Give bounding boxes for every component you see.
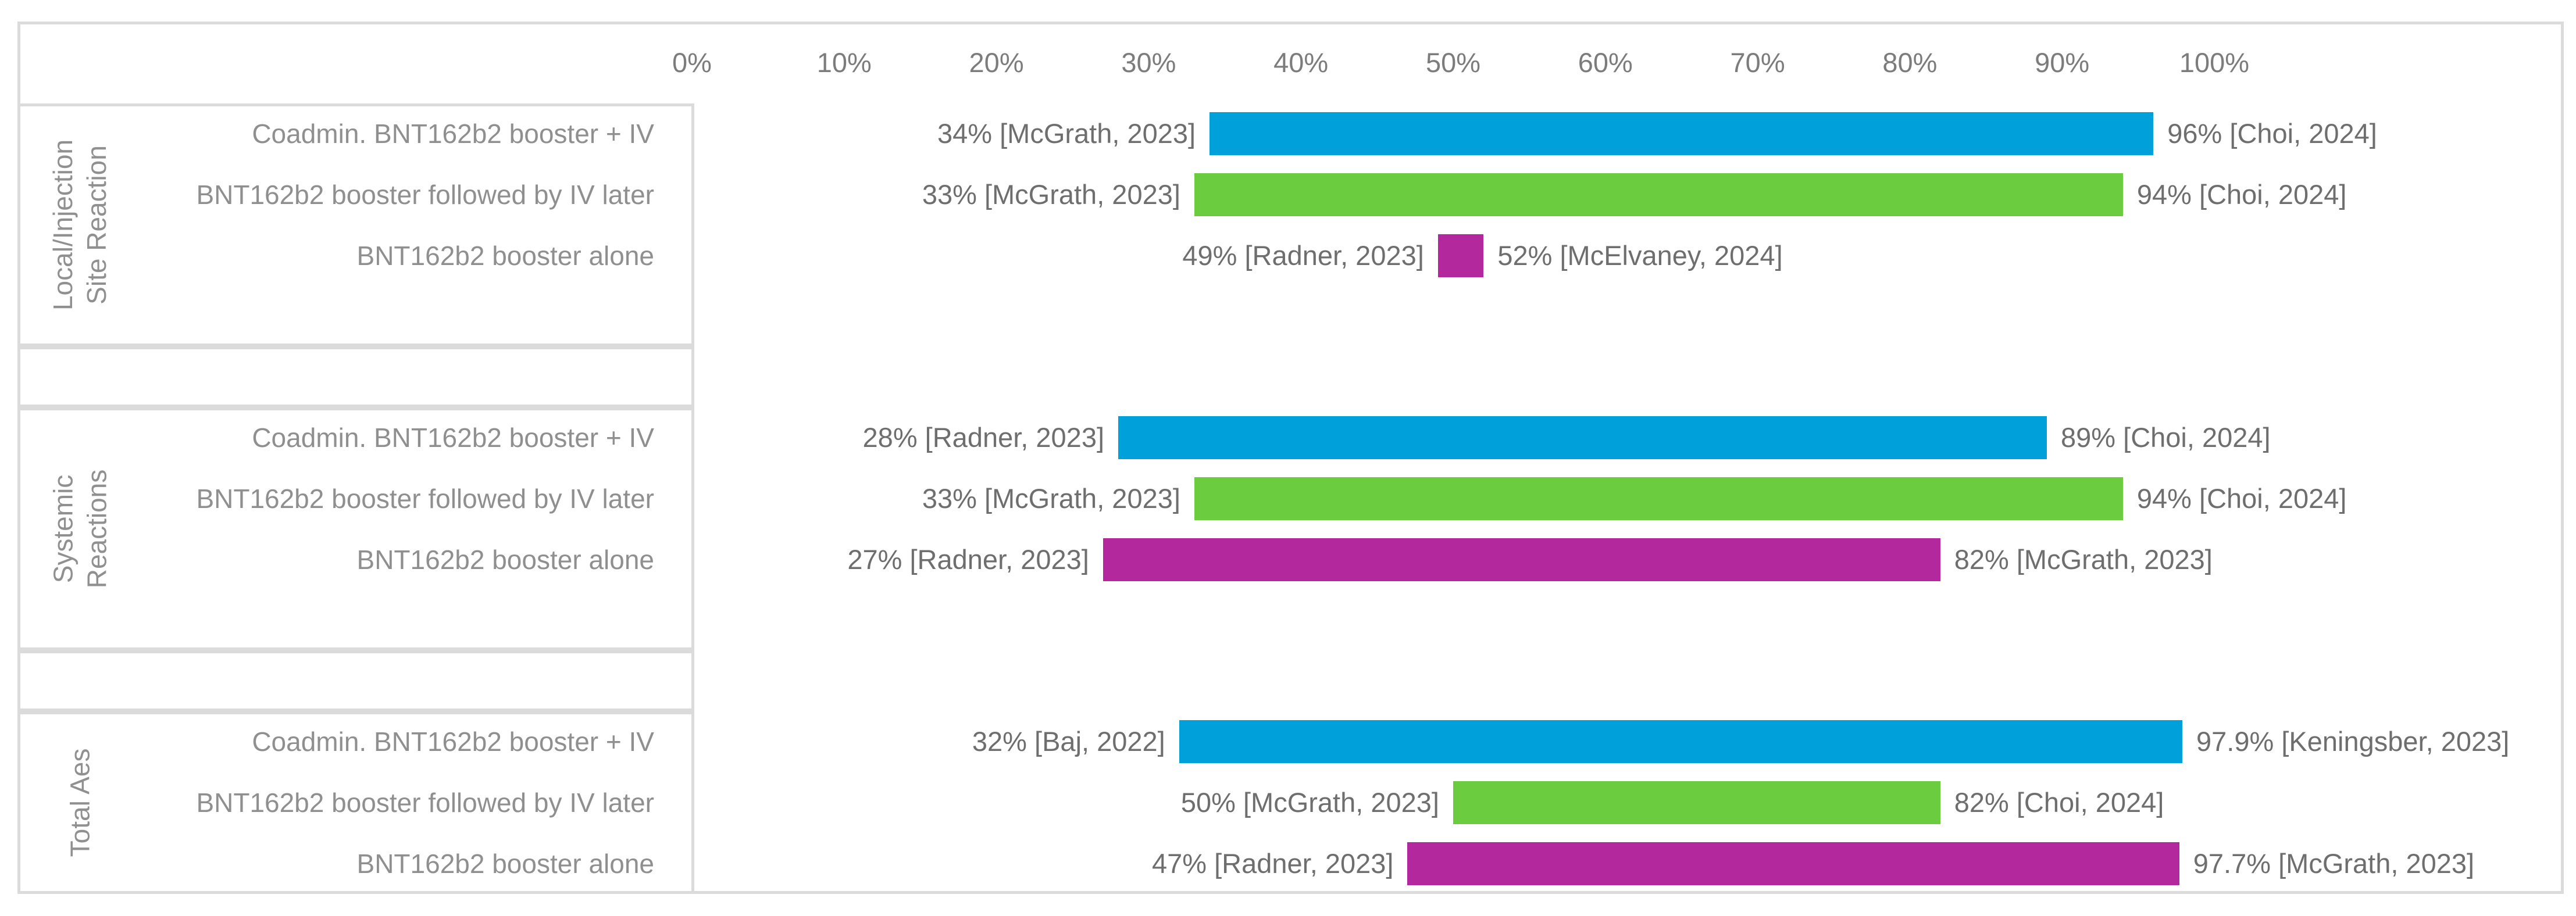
range-bar (1437, 234, 1484, 277)
axis-tick-label: 30% (1121, 47, 1176, 78)
axis-tick-label: 40% (1273, 47, 1329, 78)
group-label: Total Aes (17, 711, 142, 894)
row-label: Coadmin. BNT162b2 booster + IV (252, 727, 654, 757)
range-bar (1118, 416, 2047, 460)
bar-start-value: 49% [Radner, 2023] (1182, 239, 1424, 271)
bar-end-value: 82% [Choi, 2024] (1954, 786, 2164, 818)
bar-start-value: 27% [Radner, 2023] (847, 543, 1089, 575)
axis-tick-label: 20% (969, 47, 1024, 78)
range-bar (1453, 781, 1940, 824)
range-bar (1407, 842, 2179, 885)
bar-start-value: 47% [Radner, 2023] (1151, 847, 1394, 879)
bar-end-value: 97.7% [McGrath, 2023] (2193, 847, 2475, 879)
group-label: Systemic Reactions (17, 407, 142, 650)
bar-start-value: 33% [McGrath, 2023] (922, 178, 1180, 210)
bar-start-value: 28% [Radner, 2023] (862, 422, 1105, 453)
bar-end-value: 82% [McGrath, 2023] (1954, 543, 2213, 575)
row-label: BNT162b2 booster followed by IV later (196, 483, 654, 514)
group-label-text: Systemic Reactions (48, 469, 112, 589)
bar-end-value: 94% [Choi, 2024] (2136, 482, 2347, 514)
row-label: BNT162b2 booster followed by IV later (196, 179, 654, 210)
axis-tick-label: 100% (2179, 47, 2250, 78)
bar-end-value: 89% [Choi, 2024] (2061, 422, 2271, 453)
row-label: Coadmin. BNT162b2 booster + IV (252, 423, 654, 453)
axis-tick-label: 60% (1578, 47, 1633, 78)
row-label: BNT162b2 booster followed by IV later (196, 787, 654, 818)
bar-start-value: 50% [McGrath, 2023] (1180, 786, 1439, 818)
row-label: BNT162b2 booster alone (356, 848, 654, 879)
row-label: BNT162b2 booster alone (356, 240, 654, 271)
range-bar (1179, 720, 2182, 764)
group-spacer-box (17, 650, 694, 711)
axis-tick-label: 10% (816, 47, 872, 78)
range-bar (1194, 173, 2123, 216)
axis-tick-label: 80% (1882, 47, 1938, 78)
bar-start-value: 32% [Baj, 2022] (972, 726, 1165, 757)
group-box (17, 103, 694, 347)
range-bar (1103, 538, 1940, 581)
group-box (17, 407, 694, 651)
axis-tick-label: 70% (1730, 47, 1785, 78)
row-label: BNT162b2 booster alone (356, 544, 654, 575)
bar-end-value: 97.9% [Keningsber, 2023] (2196, 726, 2510, 757)
bar-end-value: 96% [Choi, 2024] (2167, 118, 2377, 149)
group-spacer-box (17, 346, 694, 407)
axis-tick-label: 50% (1425, 47, 1481, 78)
group-label: Local/Injection Site Reaction (17, 103, 142, 346)
axis-tick-label: 90% (2035, 47, 2090, 78)
group-label-text: Local/Injection Site Reaction (48, 139, 112, 311)
range-bar (1209, 112, 2154, 156)
group-box (17, 711, 694, 894)
row-label: Coadmin. BNT162b2 booster + IV (252, 119, 654, 149)
axis-tick-label: 0% (672, 47, 712, 78)
bar-start-value: 33% [McGrath, 2023] (922, 482, 1180, 514)
bar-start-value: 34% [McGrath, 2023] (937, 118, 1196, 149)
bar-end-value: 52% [McElvaney, 2024] (1497, 239, 1783, 271)
range-bar (1194, 477, 2123, 520)
group-label-text: Total Aes (65, 748, 95, 857)
bar-end-value: 94% [Choi, 2024] (2136, 178, 2347, 210)
